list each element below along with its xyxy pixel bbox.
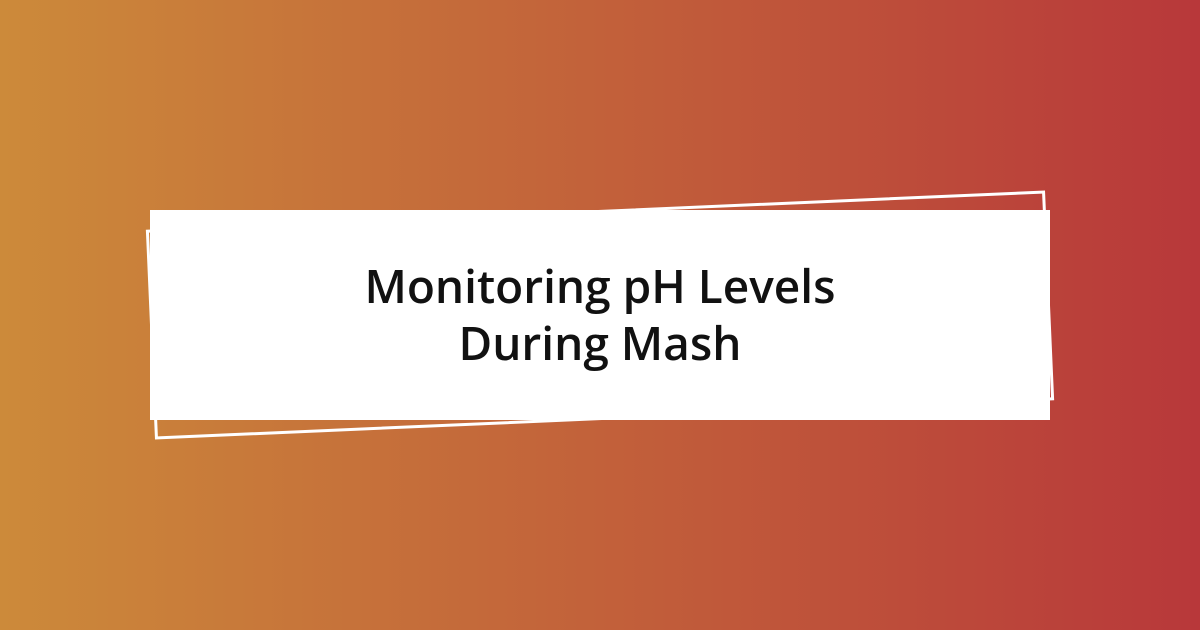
title-card-wrap: Monitoring pH Levels During Mash [150, 210, 1050, 420]
title-text: Monitoring pH Levels During Mash [364, 258, 835, 373]
title-card: Monitoring pH Levels During Mash [150, 210, 1050, 420]
hero-banner: Monitoring pH Levels During Mash [0, 0, 1200, 630]
